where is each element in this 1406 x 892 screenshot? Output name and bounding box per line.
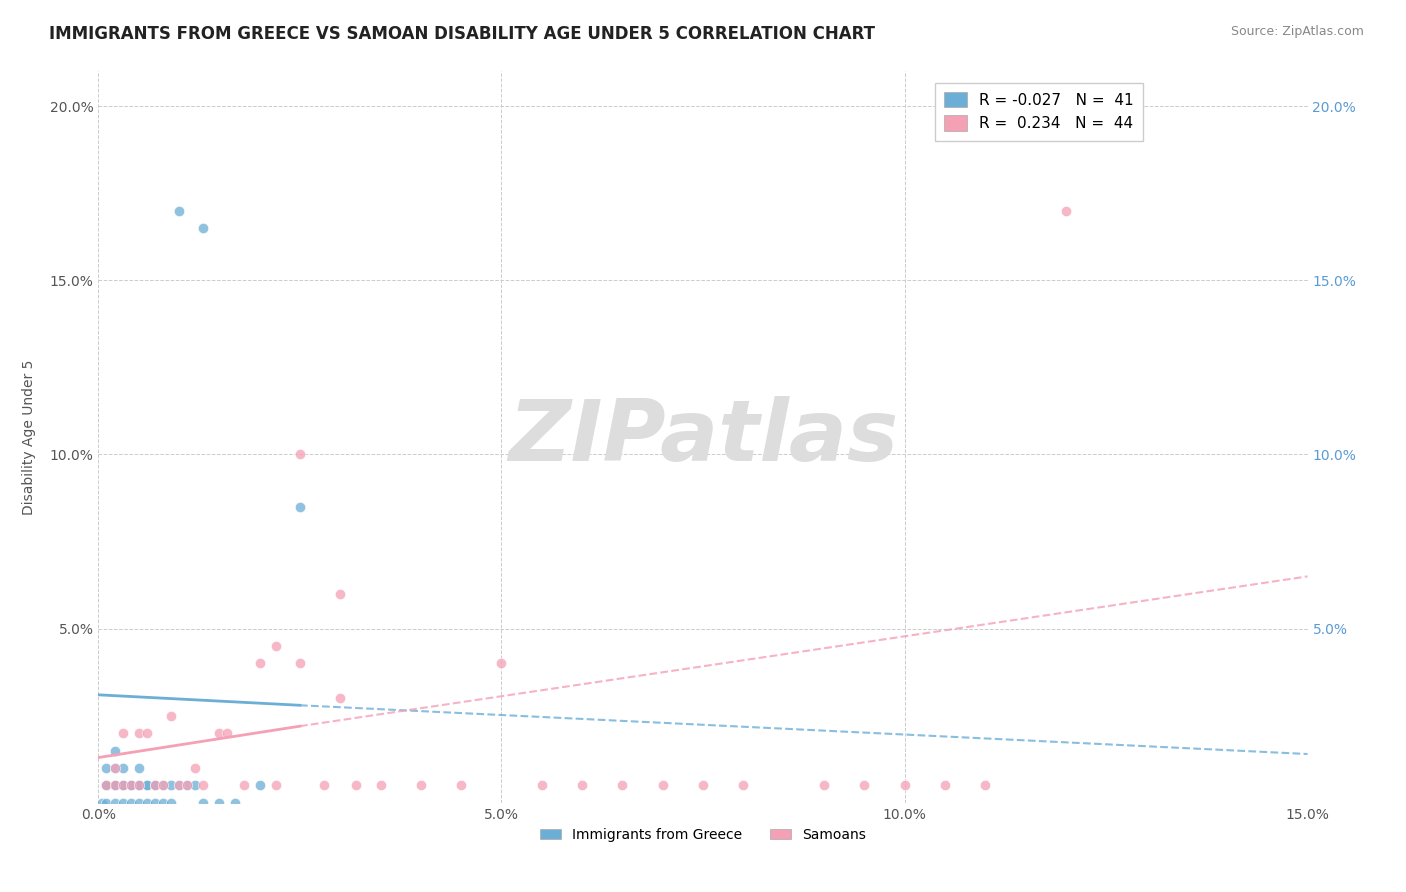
Point bbox=[91, 796, 114, 810]
Point bbox=[128, 761, 150, 775]
Point bbox=[530, 778, 553, 792]
Point bbox=[152, 778, 174, 792]
Point bbox=[128, 796, 150, 810]
Point bbox=[135, 726, 157, 740]
Point bbox=[264, 639, 287, 653]
Point bbox=[1054, 203, 1077, 218]
Text: Source: ZipAtlas.com: Source: ZipAtlas.com bbox=[1230, 25, 1364, 38]
Point bbox=[176, 778, 198, 792]
Point bbox=[111, 726, 134, 740]
Point bbox=[120, 796, 142, 810]
Y-axis label: Disability Age Under 5: Disability Age Under 5 bbox=[22, 359, 35, 515]
Point bbox=[193, 221, 215, 235]
Point bbox=[103, 761, 125, 775]
Point bbox=[232, 778, 254, 792]
Point bbox=[128, 726, 150, 740]
Point bbox=[409, 778, 432, 792]
Point bbox=[143, 796, 166, 810]
Point bbox=[111, 761, 134, 775]
Point bbox=[152, 778, 174, 792]
Point bbox=[176, 778, 198, 792]
Point bbox=[160, 778, 183, 792]
Point bbox=[264, 778, 287, 792]
Point bbox=[135, 778, 157, 792]
Point bbox=[128, 778, 150, 792]
Point bbox=[193, 778, 215, 792]
Point bbox=[120, 778, 142, 792]
Point bbox=[143, 778, 166, 792]
Point bbox=[692, 778, 714, 792]
Point bbox=[103, 743, 125, 757]
Point bbox=[344, 778, 367, 792]
Point bbox=[143, 778, 166, 792]
Point bbox=[103, 778, 125, 792]
Point bbox=[103, 796, 125, 810]
Point bbox=[217, 726, 239, 740]
Point bbox=[111, 778, 134, 792]
Text: IMMIGRANTS FROM GREECE VS SAMOAN DISABILITY AGE UNDER 5 CORRELATION CHART: IMMIGRANTS FROM GREECE VS SAMOAN DISABIL… bbox=[49, 25, 875, 43]
Point bbox=[288, 448, 311, 462]
Point bbox=[329, 587, 352, 601]
Point bbox=[184, 778, 207, 792]
Point bbox=[491, 657, 513, 671]
Point bbox=[152, 796, 174, 810]
Point bbox=[314, 778, 336, 792]
Point bbox=[111, 796, 134, 810]
Point bbox=[370, 778, 392, 792]
Point bbox=[103, 778, 125, 792]
Point bbox=[288, 657, 311, 671]
Point bbox=[450, 778, 472, 792]
Point bbox=[96, 778, 118, 792]
Point bbox=[651, 778, 673, 792]
Point bbox=[249, 657, 271, 671]
Point bbox=[96, 778, 118, 792]
Point bbox=[160, 796, 183, 810]
Text: ZIPatlas: ZIPatlas bbox=[508, 395, 898, 479]
Point bbox=[135, 778, 157, 792]
Point bbox=[853, 778, 876, 792]
Point bbox=[96, 761, 118, 775]
Point bbox=[193, 796, 215, 810]
Point bbox=[167, 778, 190, 792]
Point bbox=[288, 500, 311, 514]
Point bbox=[893, 778, 915, 792]
Point bbox=[103, 761, 125, 775]
Point bbox=[96, 796, 118, 810]
Point bbox=[103, 778, 125, 792]
Legend: Immigrants from Greece, Samoans: Immigrants from Greece, Samoans bbox=[534, 822, 872, 847]
Point bbox=[934, 778, 956, 792]
Point bbox=[120, 778, 142, 792]
Point bbox=[571, 778, 593, 792]
Point bbox=[160, 708, 183, 723]
Point bbox=[208, 726, 231, 740]
Point bbox=[813, 778, 835, 792]
Point bbox=[224, 796, 246, 810]
Point bbox=[612, 778, 634, 792]
Point bbox=[184, 761, 207, 775]
Point bbox=[167, 778, 190, 792]
Point bbox=[733, 778, 755, 792]
Point bbox=[167, 203, 190, 218]
Point bbox=[128, 778, 150, 792]
Point bbox=[96, 778, 118, 792]
Point bbox=[128, 778, 150, 792]
Point bbox=[329, 691, 352, 706]
Point bbox=[111, 778, 134, 792]
Point bbox=[974, 778, 997, 792]
Point bbox=[111, 778, 134, 792]
Point bbox=[143, 778, 166, 792]
Point bbox=[135, 796, 157, 810]
Point bbox=[120, 778, 142, 792]
Point bbox=[208, 796, 231, 810]
Point bbox=[249, 778, 271, 792]
